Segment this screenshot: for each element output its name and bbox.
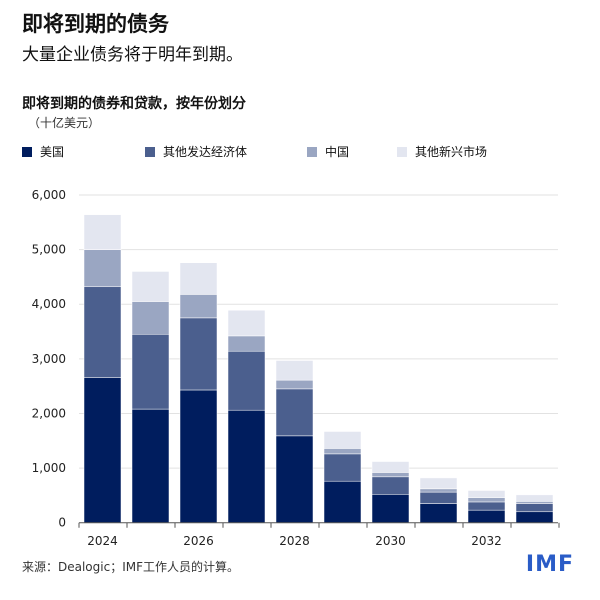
bar-segment <box>467 490 506 498</box>
bar-segment <box>419 503 458 523</box>
legend-item: 美国 <box>22 143 64 160</box>
bar-segment <box>467 501 506 511</box>
y-tick-label: 2,000 <box>32 406 66 420</box>
bar-segment <box>371 494 410 523</box>
bar-segment <box>179 317 218 391</box>
legend-label: 其他新兴市场 <box>415 145 488 159</box>
x-tick-label: 2024 <box>87 534 118 548</box>
bar-segment <box>275 379 314 390</box>
bar-segment <box>131 271 170 302</box>
bar-segment <box>323 431 362 449</box>
bar-segment <box>323 448 362 455</box>
bar-segment <box>371 461 410 473</box>
bar-segment <box>83 286 122 378</box>
bar-segment <box>179 262 218 295</box>
page-subtitle: 大量企业债务将于明年到期。 <box>22 45 243 65</box>
bar-segment <box>515 511 554 523</box>
bar-segment <box>131 408 170 523</box>
bar-segment <box>83 214 122 250</box>
x-tick-label: 2032 <box>471 534 502 548</box>
bar-segment <box>419 477 458 490</box>
bar-segment <box>323 453 362 482</box>
legend-item: 其他新兴市场 <box>397 143 487 160</box>
legend-swatch <box>22 146 32 157</box>
bar-segment <box>467 497 506 503</box>
bar-segment <box>227 335 266 352</box>
x-tick-label: 2028 <box>279 534 310 548</box>
y-tick-label: 6,000 <box>32 188 66 202</box>
bar-segment <box>131 334 170 410</box>
source-note: 来源：Dealogic；IMF工作人员的计算。 <box>22 560 239 574</box>
bar-segment <box>275 435 314 523</box>
bar-segment <box>515 501 554 504</box>
bar-segment <box>419 488 458 493</box>
legend-swatch <box>397 146 407 157</box>
y-tick-label: 3,000 <box>32 352 66 366</box>
legend-label: 美国 <box>40 145 65 159</box>
bar-segment <box>467 509 506 523</box>
y-axis-unit: （十亿美元） <box>28 116 101 130</box>
y-tick-label: 0 <box>58 516 66 530</box>
bar-segment <box>323 480 362 523</box>
y-tick-label: 1,000 <box>32 461 66 475</box>
bar-segment <box>227 350 266 411</box>
legend-item: 其他发达经济体 <box>145 143 247 160</box>
x-tick-label: 2030 <box>375 534 406 548</box>
legend-label: 中国 <box>325 145 350 159</box>
bar-segment <box>419 491 458 504</box>
bar-segment <box>515 503 554 513</box>
bar-segment <box>131 301 170 335</box>
bar-segment <box>227 409 266 523</box>
legend-swatch <box>307 146 317 157</box>
x-tick-label: 2026 <box>183 534 214 548</box>
bar-segment <box>371 472 410 478</box>
bar-segment <box>179 294 218 319</box>
bar-segment <box>371 476 410 495</box>
bar-segment <box>515 494 554 502</box>
bar-segment <box>275 388 314 437</box>
legend-swatch <box>145 146 155 157</box>
legend-item: 中国 <box>307 143 349 160</box>
bar-segment <box>83 249 122 288</box>
bar-segment <box>275 360 314 381</box>
bar-segment <box>179 389 218 523</box>
chart-title: 即将到期的债券和贷款，按年份划分 <box>22 96 246 112</box>
page-title: 即将到期的债务 <box>22 12 169 36</box>
imf-logo: IMF <box>525 552 574 577</box>
bar-segment <box>227 309 266 337</box>
bar-segment <box>83 377 122 523</box>
y-tick-label: 5,000 <box>32 243 66 257</box>
y-tick-label: 4,000 <box>32 297 66 311</box>
legend-label: 其他发达经济体 <box>163 145 248 159</box>
